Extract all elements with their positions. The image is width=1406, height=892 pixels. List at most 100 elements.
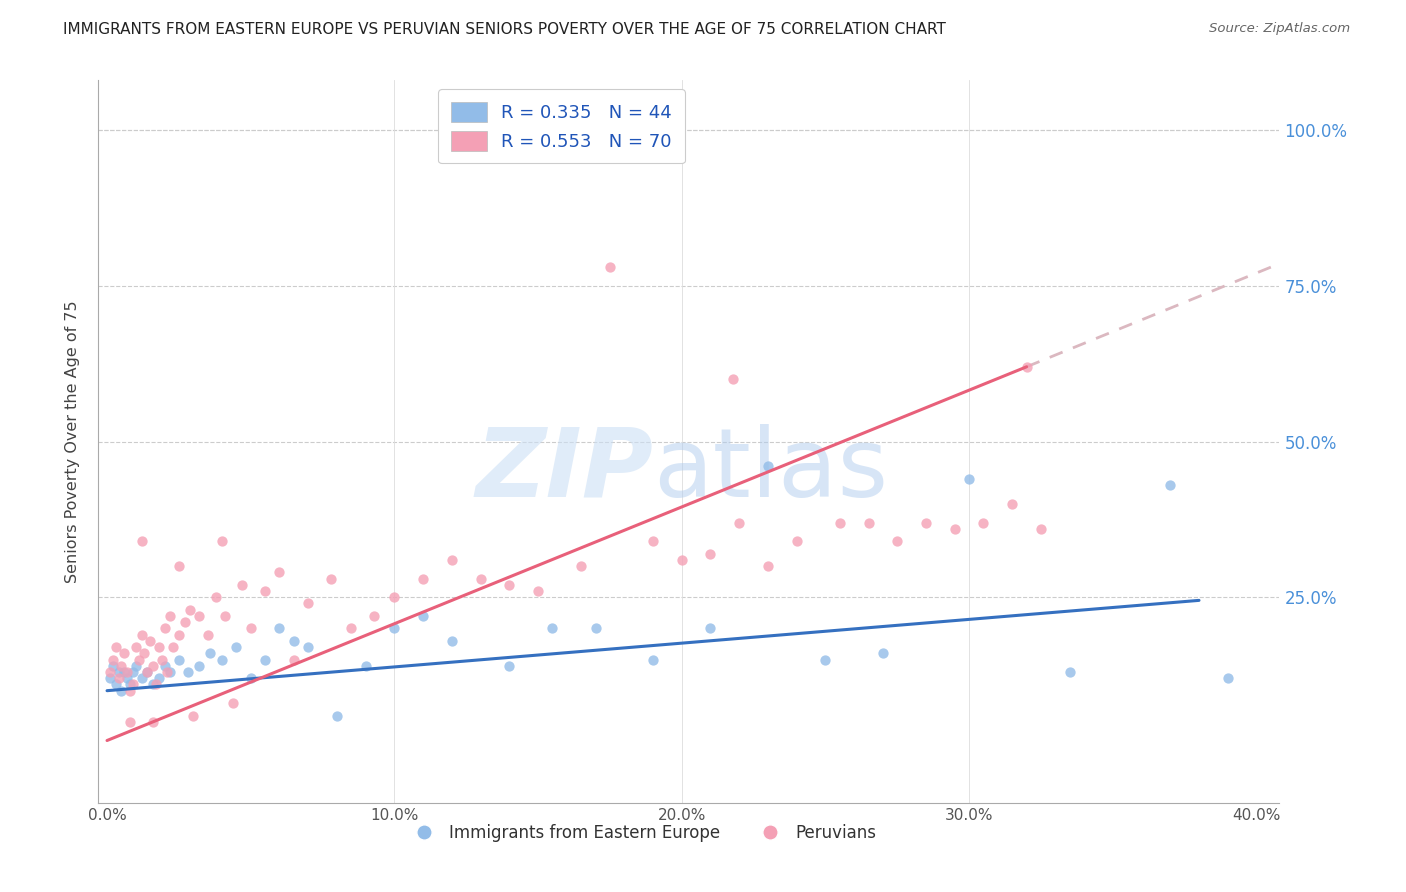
Point bbox=[112, 646, 135, 660]
Point bbox=[599, 260, 621, 274]
Point bbox=[107, 671, 129, 685]
Point bbox=[858, 516, 880, 530]
Point bbox=[139, 633, 162, 648]
Point bbox=[283, 652, 305, 666]
Point bbox=[1059, 665, 1081, 679]
Point bbox=[972, 516, 994, 530]
Point bbox=[115, 665, 138, 679]
Point bbox=[814, 652, 837, 666]
Point bbox=[110, 658, 132, 673]
Point bbox=[440, 553, 463, 567]
Point bbox=[101, 658, 124, 673]
Point bbox=[128, 652, 150, 666]
Point bbox=[541, 621, 564, 635]
Point bbox=[828, 516, 851, 530]
Point bbox=[756, 459, 779, 474]
Point bbox=[957, 472, 980, 486]
Point bbox=[756, 559, 779, 574]
Point bbox=[915, 516, 938, 530]
Point bbox=[297, 640, 319, 654]
Point bbox=[148, 640, 170, 654]
Point bbox=[225, 640, 247, 654]
Point bbox=[283, 633, 305, 648]
Point bbox=[173, 615, 195, 630]
Point bbox=[104, 677, 127, 691]
Point bbox=[134, 646, 156, 660]
Point bbox=[98, 665, 121, 679]
Point bbox=[297, 597, 319, 611]
Point bbox=[118, 714, 141, 729]
Point bbox=[872, 646, 894, 660]
Text: IMMIGRANTS FROM EASTERN EUROPE VS PERUVIAN SENIORS POVERTY OVER THE AGE OF 75 CO: IMMIGRANTS FROM EASTERN EUROPE VS PERUVI… bbox=[63, 22, 946, 37]
Point bbox=[159, 665, 181, 679]
Point bbox=[498, 658, 520, 673]
Point bbox=[104, 640, 127, 654]
Point bbox=[321, 572, 343, 586]
Point bbox=[131, 671, 153, 685]
Point bbox=[162, 640, 184, 654]
Point bbox=[107, 665, 129, 679]
Point bbox=[1159, 478, 1181, 492]
Point bbox=[142, 658, 165, 673]
Point bbox=[412, 609, 434, 624]
Text: Source: ZipAtlas.com: Source: ZipAtlas.com bbox=[1209, 22, 1350, 36]
Point bbox=[384, 621, 406, 635]
Point bbox=[585, 621, 607, 635]
Point bbox=[188, 609, 211, 624]
Point bbox=[136, 665, 159, 679]
Point bbox=[943, 522, 966, 536]
Point bbox=[136, 665, 159, 679]
Point bbox=[728, 516, 751, 530]
Point bbox=[200, 646, 222, 660]
Point bbox=[167, 559, 190, 574]
Point bbox=[125, 640, 148, 654]
Point bbox=[269, 566, 291, 580]
Point bbox=[412, 572, 434, 586]
Point bbox=[527, 584, 550, 599]
Point bbox=[886, 534, 908, 549]
Point bbox=[641, 652, 664, 666]
Point bbox=[122, 665, 145, 679]
Point bbox=[1015, 359, 1038, 374]
Point bbox=[254, 652, 277, 666]
Point bbox=[671, 553, 693, 567]
Point bbox=[723, 372, 745, 386]
Point bbox=[354, 658, 377, 673]
Point bbox=[1001, 497, 1024, 511]
Point bbox=[159, 609, 181, 624]
Point bbox=[786, 534, 808, 549]
Point bbox=[122, 677, 145, 691]
Point bbox=[239, 671, 262, 685]
Point bbox=[363, 609, 385, 624]
Point bbox=[205, 591, 228, 605]
Point bbox=[145, 677, 167, 691]
Point bbox=[118, 677, 141, 691]
Point bbox=[131, 627, 153, 641]
Point bbox=[641, 534, 664, 549]
Point bbox=[115, 671, 138, 685]
Point bbox=[153, 621, 176, 635]
Point bbox=[498, 578, 520, 592]
Point bbox=[142, 714, 165, 729]
Point bbox=[699, 621, 721, 635]
Point bbox=[254, 584, 277, 599]
Point bbox=[112, 665, 135, 679]
Point bbox=[222, 696, 245, 710]
Point bbox=[211, 534, 233, 549]
Point bbox=[1029, 522, 1052, 536]
Point bbox=[110, 683, 132, 698]
Point bbox=[188, 658, 211, 673]
Point bbox=[384, 591, 406, 605]
Point bbox=[214, 609, 236, 624]
Point bbox=[98, 671, 121, 685]
Point bbox=[167, 627, 190, 641]
Text: ZIP: ZIP bbox=[475, 424, 654, 517]
Point bbox=[231, 578, 253, 592]
Point bbox=[211, 652, 233, 666]
Point bbox=[340, 621, 363, 635]
Y-axis label: Seniors Poverty Over the Age of 75: Seniors Poverty Over the Age of 75 bbox=[65, 301, 80, 582]
Point bbox=[131, 534, 153, 549]
Point bbox=[176, 665, 198, 679]
Point bbox=[569, 559, 592, 574]
Point bbox=[167, 652, 190, 666]
